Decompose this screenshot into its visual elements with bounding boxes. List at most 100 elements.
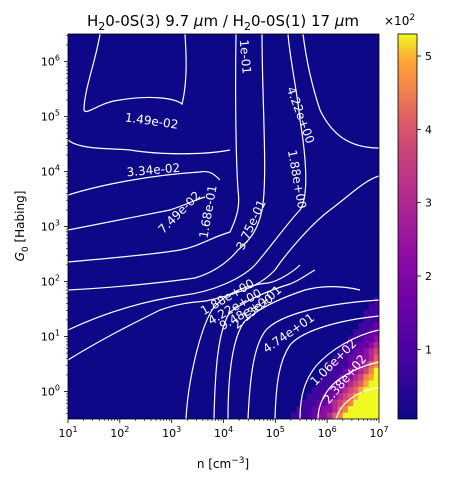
y-axis: 100 101 102 103 104 105 106 <box>41 34 68 414</box>
heatmap-cell <box>321 374 328 381</box>
heatmap-cell <box>332 309 338 317</box>
heatmap-cell <box>358 354 364 362</box>
heatmap-cell <box>321 361 328 369</box>
heatmap-cell <box>306 361 313 369</box>
heatmap-cell <box>358 399 364 407</box>
heatmap-cell <box>347 386 354 394</box>
heatmap-cell <box>358 271 364 279</box>
heatmap-cell <box>290 412 297 419</box>
chart-title: H20-0S(3) 9.7 μm / H20-0S(1) 17 μm <box>87 12 359 33</box>
heatmap-cell <box>321 335 328 343</box>
heatmap-cell <box>342 329 349 336</box>
heatmap-cell <box>327 309 333 317</box>
colorbar-multiplier: ×102 <box>384 13 415 28</box>
heatmap-cell <box>373 303 379 311</box>
heatmap-cell <box>337 348 344 356</box>
heatmap-cell <box>337 335 344 343</box>
heatmap-cell <box>353 393 359 401</box>
heatmap-cell <box>358 380 364 388</box>
heatmap-cell <box>280 412 287 419</box>
heatmap-cell <box>337 367 344 375</box>
heatmap-cell <box>321 386 328 394</box>
heatmap-cell <box>301 386 307 394</box>
heatmap-cell <box>363 374 370 381</box>
heatmap-cell <box>275 406 281 413</box>
heatmap-cell <box>321 348 328 356</box>
heatmap-cell <box>347 406 354 413</box>
heatmap-cell <box>301 354 307 362</box>
heatmap-cell <box>373 309 379 317</box>
contour-line <box>317 361 379 419</box>
heatmap-cell <box>327 322 333 330</box>
heatmap-cell <box>347 367 354 375</box>
heatmap-cell <box>285 386 292 394</box>
heatmap-cell <box>280 406 287 413</box>
x-tick-label: 104 <box>214 425 233 440</box>
heatmap-cell <box>347 335 354 343</box>
heatmap-cell <box>368 335 375 343</box>
heatmap-cell <box>373 412 379 419</box>
contour-line <box>213 269 316 419</box>
heatmap-cell <box>347 399 354 407</box>
colorbar-ticks: 1 2 3 4 5 <box>417 50 432 356</box>
heatmap-cell <box>337 386 344 394</box>
heatmap-cell <box>363 258 370 266</box>
heatmap-cell <box>368 284 375 292</box>
heatmap-cell <box>373 361 379 369</box>
heatmap-plot: 1.49e-023.34e-027.49e-021.68e-01 3.75e-01… <box>68 34 379 419</box>
heatmap-cell <box>337 393 344 401</box>
colorbar-tick-label: 3 <box>425 197 432 210</box>
heatmap-cell <box>347 361 354 369</box>
colorbar-gradient <box>397 33 418 420</box>
heatmap-cell <box>347 290 354 298</box>
y-tick-label: 106 <box>41 53 60 68</box>
contour-lines <box>68 34 379 419</box>
heatmap-cell <box>290 386 297 394</box>
heatmap-cell <box>327 386 333 394</box>
heatmap-cell <box>347 412 354 419</box>
heatmap-cell <box>332 342 338 349</box>
heatmap-cell <box>337 374 344 381</box>
heatmap-cell <box>285 406 292 413</box>
heatmap-cell <box>311 367 318 375</box>
heatmap-cell <box>311 354 318 362</box>
heatmap-cell <box>373 252 379 259</box>
heatmap-cell <box>301 393 307 401</box>
heatmap-cell <box>373 258 379 266</box>
heatmap-cell <box>358 265 364 272</box>
heatmap-cell <box>368 361 375 369</box>
heatmap-cell <box>332 361 338 369</box>
heatmap-cell <box>342 406 349 413</box>
heatmap-cell <box>285 399 292 407</box>
heatmap-cell <box>254 412 261 419</box>
y-tick-label: 101 <box>41 328 60 343</box>
heatmap-cell <box>353 342 359 349</box>
heatmap-cell <box>332 393 338 401</box>
heatmap-cell <box>285 412 292 419</box>
heatmap-cell <box>316 399 323 407</box>
heatmap-cell <box>311 406 318 413</box>
y-tick-label: 100 <box>41 383 60 398</box>
heatmap-cell <box>353 412 359 419</box>
heatmap-cell <box>353 386 359 394</box>
heatmap-cell <box>301 367 307 375</box>
heatmap-cell <box>358 374 364 381</box>
heatmap-cell <box>368 412 375 419</box>
heatmap-cell <box>363 290 370 298</box>
heatmap-cell <box>368 393 375 401</box>
x-tick-label: 102 <box>110 425 129 440</box>
heatmap-cell <box>353 374 359 381</box>
heatmap-cell <box>347 374 354 381</box>
heatmap-cell <box>264 399 271 407</box>
heatmap-cell <box>327 374 333 381</box>
heatmap-cell <box>347 322 354 330</box>
heatmap-cell <box>332 322 338 330</box>
heatmap-cell <box>332 406 338 413</box>
heatmap-cell <box>321 316 328 324</box>
heatmap-cell <box>368 252 375 259</box>
heatmap-cell <box>342 335 349 343</box>
heatmap-cell <box>363 342 370 349</box>
y-tick-label: 105 <box>41 108 60 123</box>
heatmap-cell <box>301 348 307 356</box>
heatmap-cell <box>296 412 302 419</box>
